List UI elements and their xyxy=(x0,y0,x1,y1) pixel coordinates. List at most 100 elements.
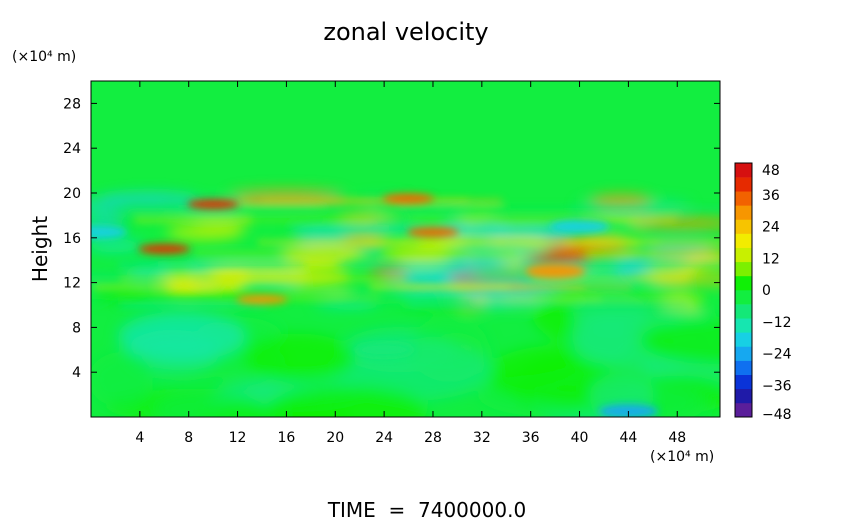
field-band xyxy=(432,198,502,203)
field-blob xyxy=(571,310,635,364)
field-band xyxy=(384,251,515,256)
field-blob xyxy=(369,266,409,277)
time-footer: TIME = 7400000.0 xyxy=(327,498,526,519)
field-extreme xyxy=(187,199,240,210)
field-band xyxy=(435,303,540,307)
y-tick-label: 4 xyxy=(72,365,81,381)
x-tick-label: 4 xyxy=(135,430,144,446)
x-unit-label: (×10⁴ m) xyxy=(650,449,714,465)
field-extreme xyxy=(354,342,415,357)
field-blob xyxy=(314,300,378,309)
velocity-field xyxy=(91,189,720,417)
field-blob xyxy=(99,193,198,206)
colorbar-tick-label: −48 xyxy=(762,407,792,423)
x-tick-label: 16 xyxy=(278,430,296,446)
field-blob xyxy=(229,189,344,202)
colorbar-segment xyxy=(735,205,752,220)
field-extreme xyxy=(598,404,659,417)
colorbar-segment xyxy=(735,374,752,390)
colorbar-segment xyxy=(735,402,752,418)
colorbar-tick-label: 24 xyxy=(762,220,780,236)
field-band xyxy=(370,285,506,290)
x-tick-label: 12 xyxy=(229,430,247,446)
field-blob xyxy=(91,214,127,225)
colorbar-segment xyxy=(735,290,752,305)
field-band xyxy=(500,285,581,290)
colorbar-segment xyxy=(735,360,752,375)
y-axis-label: Height xyxy=(28,216,52,282)
field-blob xyxy=(641,242,714,253)
field-blob xyxy=(197,403,353,417)
field-band xyxy=(404,240,483,245)
colorbar-segment xyxy=(735,388,752,404)
colorbar-frame xyxy=(734,162,753,418)
field-blob xyxy=(389,262,454,280)
colorbar-tick-label: 12 xyxy=(762,251,780,267)
plot-frame xyxy=(90,80,721,418)
y-tick-label: 24 xyxy=(63,141,81,157)
field-band xyxy=(585,251,658,256)
field-band xyxy=(565,240,640,245)
field-blob xyxy=(589,194,653,209)
colorbar-segment xyxy=(735,275,752,291)
field-band xyxy=(596,262,720,267)
colorbar-segment xyxy=(735,261,752,277)
colorbar-segment xyxy=(735,163,752,178)
colorbar-segment xyxy=(735,219,752,234)
colorbar-tick-label: 48 xyxy=(762,163,780,179)
colorbar-tick-label: 0 xyxy=(762,283,771,299)
x-tick-label: 24 xyxy=(375,430,393,446)
colorbar-segment xyxy=(735,332,752,347)
field-band xyxy=(580,217,677,222)
x-tick-label: 40 xyxy=(571,430,589,446)
field-band xyxy=(540,303,689,307)
field-bands xyxy=(93,198,720,307)
field-features xyxy=(91,193,659,417)
x-tick-label: 20 xyxy=(326,430,344,446)
colorbar-segment xyxy=(735,304,752,319)
colorbar: 48 36 24 12 0 −12 −24 −36 −48 xyxy=(734,162,792,423)
field-band xyxy=(178,206,326,211)
y-tick-label: 8 xyxy=(72,320,81,336)
colorbar-segment xyxy=(735,318,752,333)
field-extreme xyxy=(91,225,128,240)
field-blob xyxy=(91,238,144,253)
field-band xyxy=(157,262,306,267)
field-blob xyxy=(613,259,651,277)
y-unit-label: (×10⁴ m) xyxy=(12,49,76,65)
y-tick-label: 20 xyxy=(63,186,81,202)
field-band xyxy=(409,217,557,222)
y-tick-label: 28 xyxy=(63,96,81,112)
field-band xyxy=(257,240,411,245)
colorbar-segment xyxy=(735,233,752,248)
colorbar-segment xyxy=(735,346,752,361)
colorbar-tick-label: −24 xyxy=(762,347,792,363)
heatmap-plot-area xyxy=(90,80,721,418)
field-band xyxy=(286,296,380,301)
x-axis: 4 8 12 16 20 24 28 32 36 40 44 48 xyxy=(135,81,686,446)
chart-title: zonal velocity xyxy=(323,18,488,46)
field-band xyxy=(93,285,216,290)
field-band xyxy=(194,251,341,256)
field-band xyxy=(522,262,637,267)
field-extreme xyxy=(549,219,610,234)
x-tick-label: 36 xyxy=(522,430,540,446)
field-band xyxy=(134,217,252,222)
colorbar-segment xyxy=(735,191,752,206)
field-blob xyxy=(166,223,244,241)
y-axis: 4 8 12 16 20 24 28 xyxy=(63,96,720,381)
field-band xyxy=(115,206,233,211)
x-tick-label: 48 xyxy=(668,430,686,446)
x-tick-label: 28 xyxy=(424,430,442,446)
field-extreme xyxy=(382,193,435,204)
colorbar-segment xyxy=(735,177,752,192)
field-band xyxy=(262,198,427,203)
field-band xyxy=(116,303,256,307)
colorbar-segment xyxy=(735,247,752,263)
field-blob xyxy=(91,352,153,407)
field-band xyxy=(338,262,466,267)
colorbar-tick-label: −12 xyxy=(762,315,792,331)
y-tick-label: 16 xyxy=(63,231,81,247)
field-blob xyxy=(117,311,246,362)
